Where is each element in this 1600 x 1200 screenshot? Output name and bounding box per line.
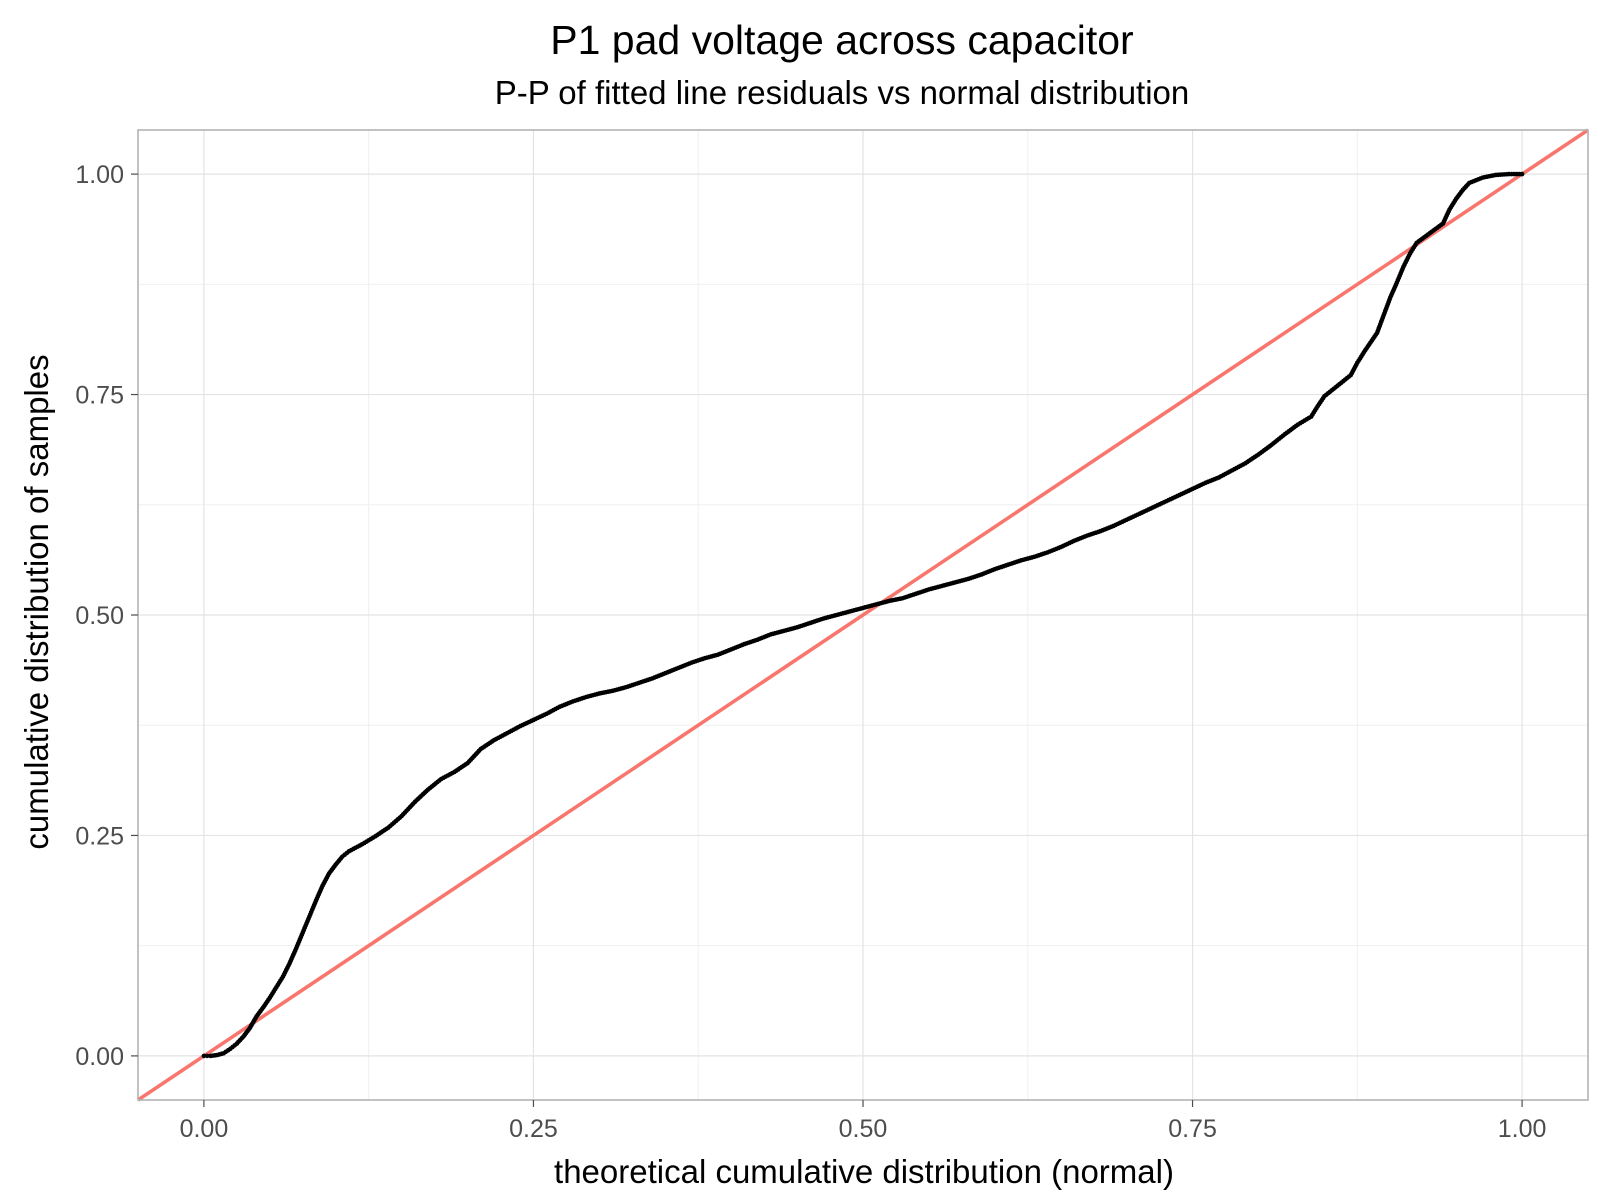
data-point bbox=[204, 1053, 210, 1059]
x-tick-label: 0.50 bbox=[839, 1115, 888, 1143]
x-tick-label: 0.25 bbox=[509, 1115, 558, 1143]
reference-line bbox=[136, 128, 1590, 1102]
x-tick-label: 0.75 bbox=[1168, 1115, 1217, 1143]
y-tick-label: 0.00 bbox=[75, 1043, 124, 1071]
x-tick-label: 1.00 bbox=[1498, 1115, 1547, 1143]
sample-points bbox=[201, 171, 1525, 1059]
y-tick-label: 0.50 bbox=[75, 602, 124, 630]
x-axis-ticks: 0.00 0.25 0.50 0.75 1.00 bbox=[180, 1100, 1547, 1143]
y-tick-label: 0.25 bbox=[75, 822, 124, 850]
grid-lines bbox=[138, 130, 1588, 1100]
y-tick-label: 1.00 bbox=[75, 161, 124, 189]
data-point bbox=[1519, 171, 1525, 177]
y-tick-label: 0.75 bbox=[75, 382, 124, 410]
chart-title: P1 pad voltage across capacitor bbox=[550, 17, 1133, 63]
y-axis-ticks: 0.00 0.25 0.50 0.75 1.00 bbox=[75, 161, 138, 1071]
chart-subtitle: P-P of fitted line residuals vs normal d… bbox=[495, 74, 1190, 111]
reference-line-layer bbox=[136, 128, 1590, 1102]
data-point bbox=[201, 1053, 207, 1059]
y-axis-title: cumulative distribution of samples bbox=[18, 354, 55, 849]
x-tick-label: 0.00 bbox=[180, 1115, 229, 1143]
x-axis-title: theoretical cumulative distribution (nor… bbox=[554, 1153, 1174, 1190]
